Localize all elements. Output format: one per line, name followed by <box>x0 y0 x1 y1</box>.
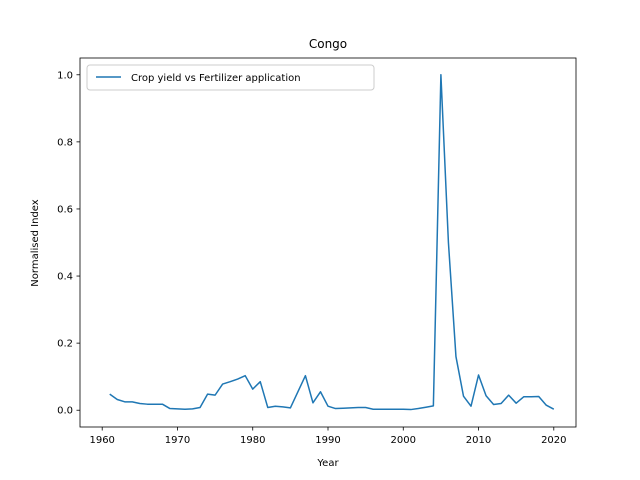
y-tick-label: 0.4 <box>57 272 73 283</box>
x-tick-label: 2010 <box>466 435 491 446</box>
x-tick-label: 1980 <box>240 435 265 446</box>
x-axis-label: Year <box>316 458 339 469</box>
x-tick-label: 2020 <box>541 435 566 446</box>
legend: Crop yield vs Fertilizer application <box>86 64 375 91</box>
y-tick-label: 0.2 <box>57 339 73 350</box>
y-axis-label: Normalised Index <box>30 199 41 286</box>
x-tick-label: 1960 <box>89 435 114 446</box>
y-tick-label: 0.8 <box>57 137 73 148</box>
chart-title: Congo <box>309 37 347 51</box>
x-axis: 1960 1970 1980 1990 2000 2010 2020 <box>89 427 567 446</box>
y-axis: 0.0 0.2 0.4 0.6 0.8 1.0 <box>57 70 80 417</box>
legend-label: Crop yield vs Fertilizer application <box>131 73 301 84</box>
y-tick-label: 0.6 <box>57 204 73 215</box>
x-tick-label: 2000 <box>391 435 416 446</box>
y-tick-label: 0.0 <box>57 406 73 417</box>
plot-frame <box>79 57 577 428</box>
x-tick-label: 1970 <box>165 435 190 446</box>
series-line <box>109 74 555 411</box>
legend-box <box>86 64 375 91</box>
x-tick-label: 1990 <box>315 435 340 446</box>
y-tick-label: 1.0 <box>57 70 73 81</box>
plot-area <box>79 57 577 428</box>
